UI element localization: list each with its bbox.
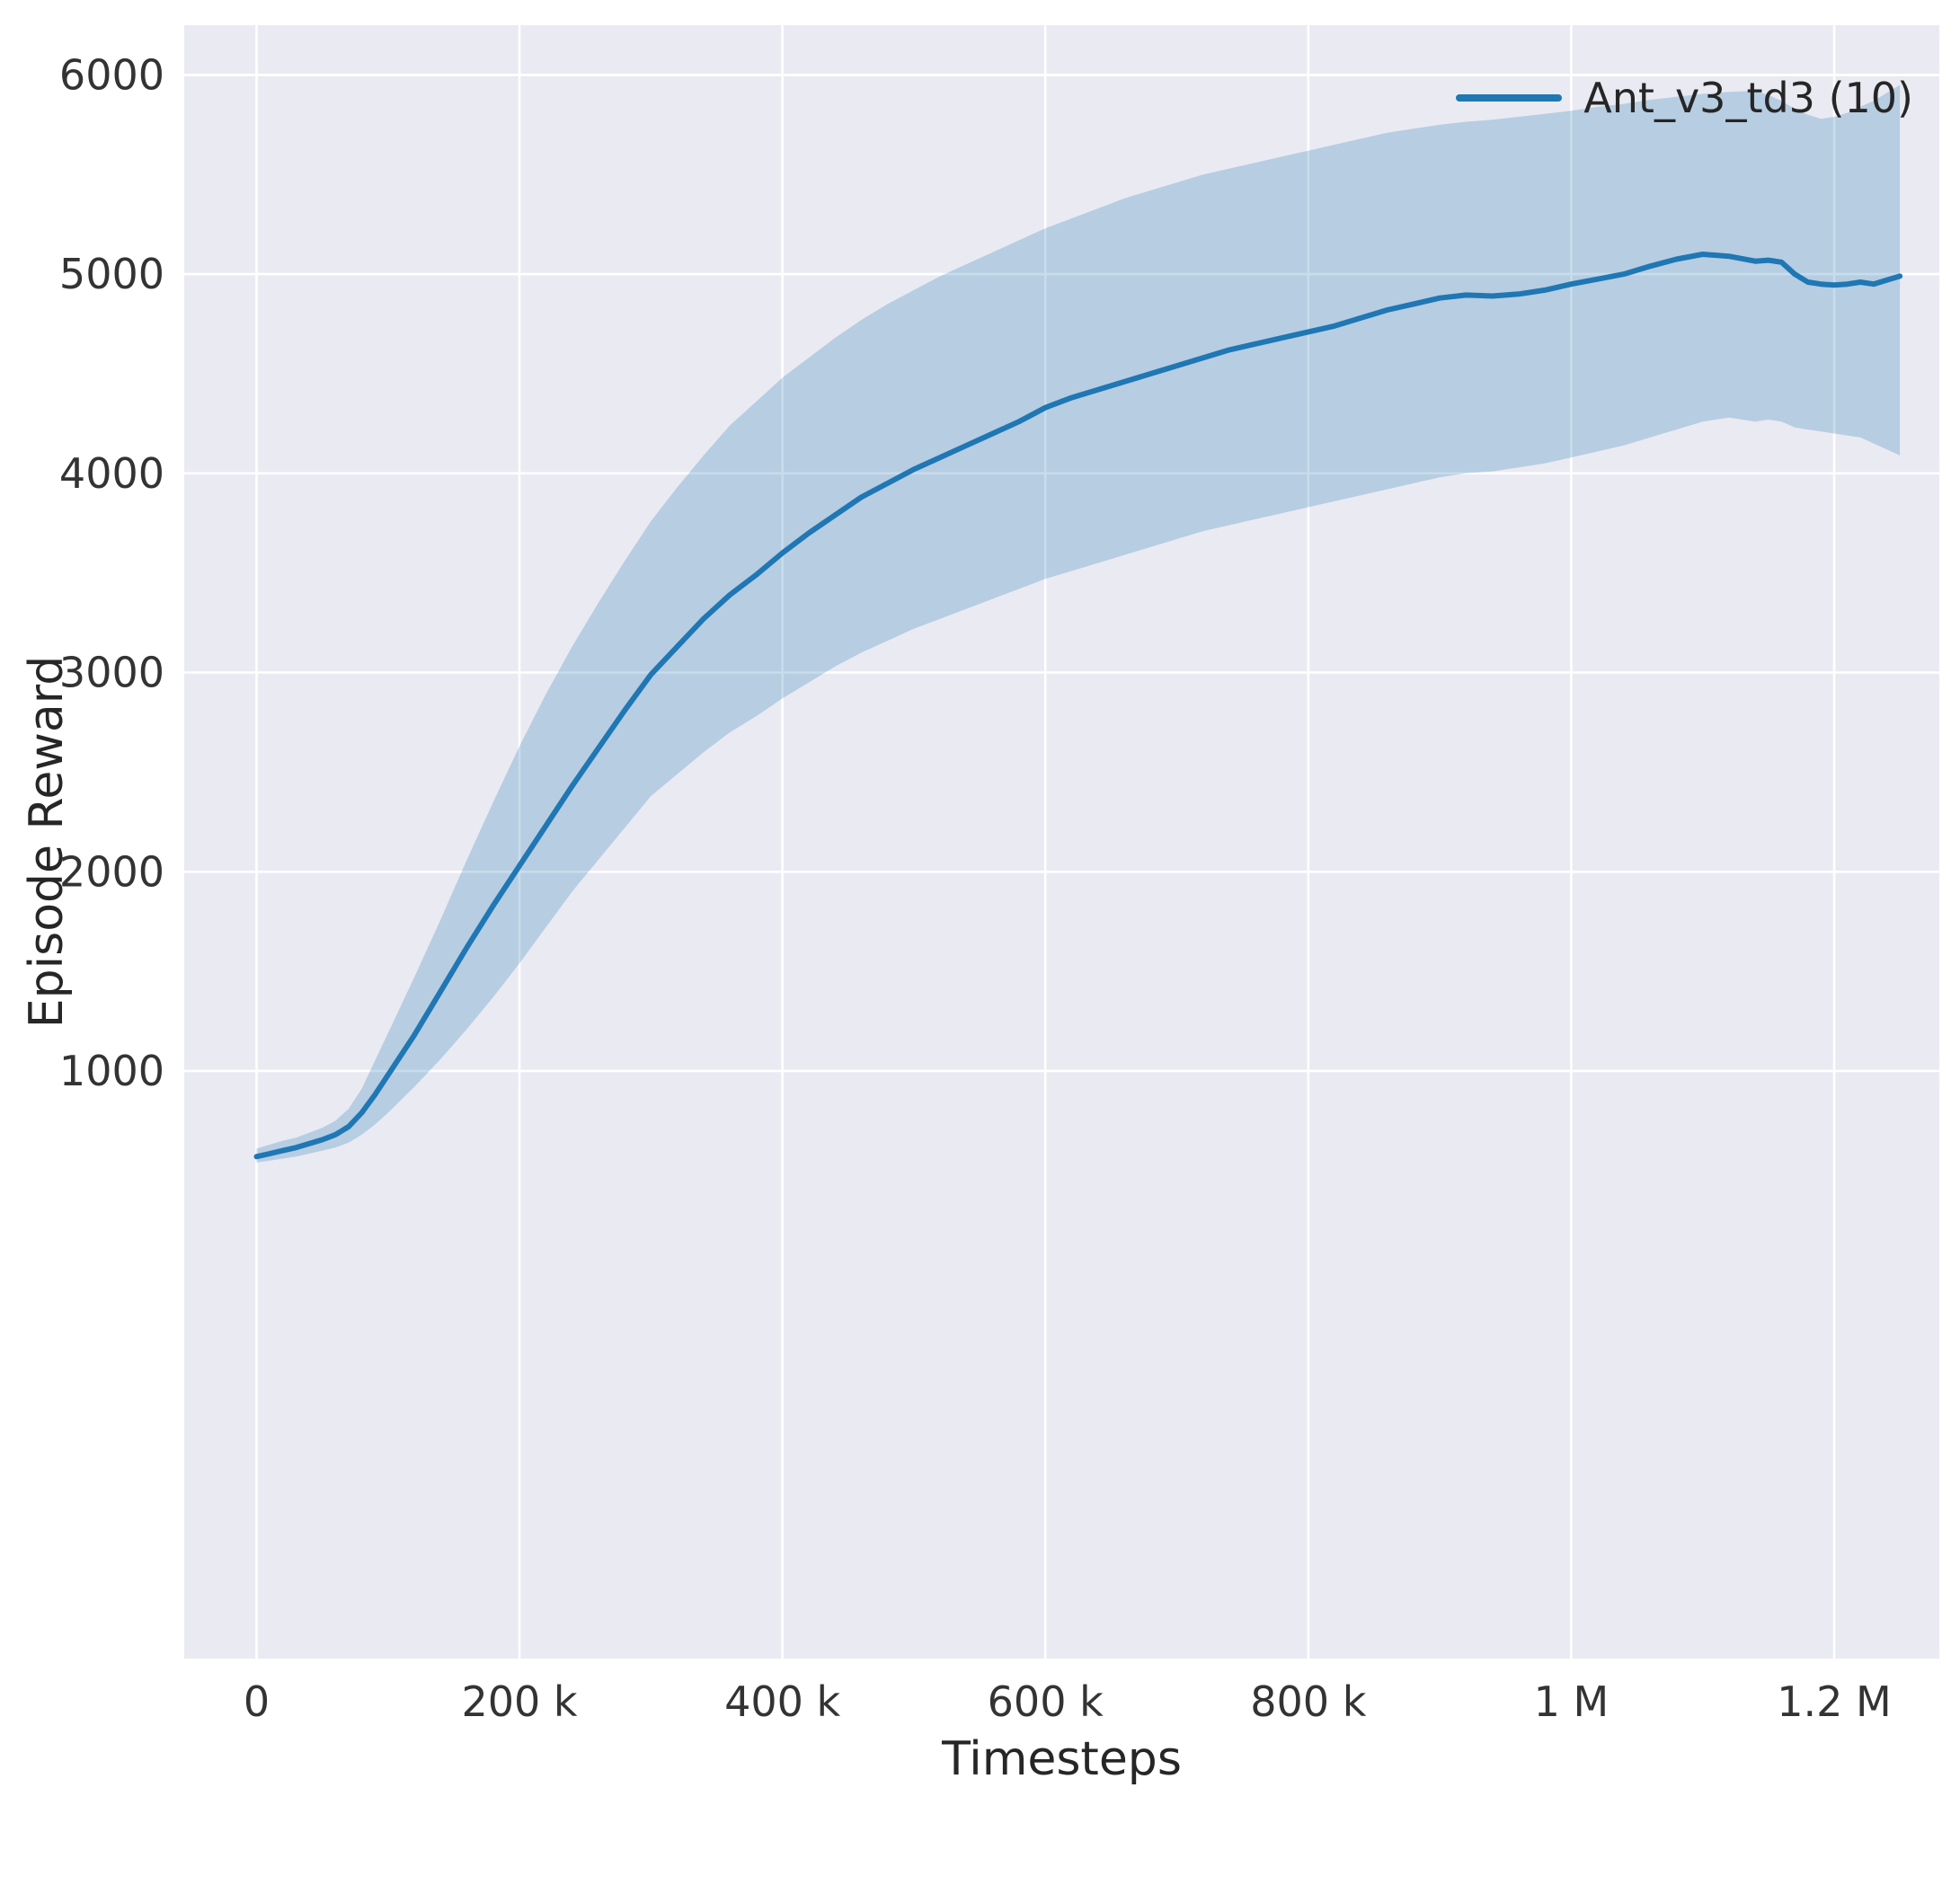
- x-tick-label: 1.2 M: [1777, 1677, 1891, 1726]
- y-tick-label: 4000: [59, 449, 164, 498]
- y-tick-label: 1000: [59, 1047, 164, 1095]
- x-tick-label: 600 k: [988, 1677, 1104, 1726]
- x-tick-label: 800 k: [1250, 1677, 1366, 1726]
- legend-label: Ant_v3_td3 (10): [1583, 74, 1913, 122]
- mean-line: [253, 252, 1903, 1160]
- y-tick-label: 6000: [59, 50, 164, 99]
- x-tick-label: 200 k: [461, 1677, 577, 1726]
- confidence-band: [256, 84, 1901, 1163]
- y-tick-label: 5000: [59, 250, 164, 298]
- y-tick-label: 3000: [59, 649, 164, 697]
- axes-background: [184, 25, 1939, 1659]
- x-tick-label: 400 k: [724, 1677, 840, 1726]
- x-tick-label: 1 M: [1534, 1677, 1610, 1726]
- x-axis-label: Timesteps: [942, 1732, 1182, 1786]
- x-tick-label: 0: [244, 1677, 270, 1726]
- y-axis-label: Episode Reward: [20, 655, 74, 1029]
- y-tick-label: 2000: [59, 847, 164, 896]
- legend-line-swatch: [1456, 94, 1563, 102]
- legend: Ant_v3_td3 (10): [1456, 74, 1913, 122]
